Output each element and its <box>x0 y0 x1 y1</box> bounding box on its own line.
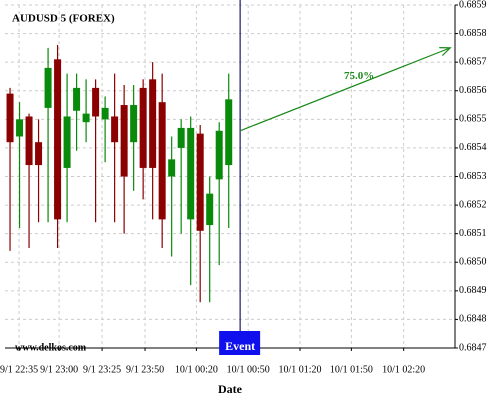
x-tick-label: 10/1 01:20 <box>278 364 321 375</box>
candle-body <box>25 116 33 166</box>
candle <box>196 125 204 303</box>
candle <box>101 96 109 163</box>
x-tick-label: 9/1 23:00 <box>40 364 78 375</box>
candle <box>6 87 14 251</box>
candle <box>92 79 100 223</box>
candle-body <box>73 87 81 111</box>
candle-body <box>149 79 157 168</box>
candle-body <box>63 116 71 168</box>
y-tick-label: 0.6850 <box>459 257 487 268</box>
candle <box>25 113 33 248</box>
candle <box>168 136 176 257</box>
candle <box>111 73 119 223</box>
candle-body <box>158 102 166 220</box>
y-tick-label: 0.6849 <box>459 285 487 296</box>
candle-body <box>35 142 43 166</box>
x-tick-label: 9/1 23:50 <box>126 364 164 375</box>
candle <box>16 102 24 228</box>
x-axis-label: Date <box>218 382 243 396</box>
candle-body <box>44 67 52 108</box>
event-label: Event <box>225 339 255 353</box>
x-tick-label: 10/1 00:50 <box>227 364 270 375</box>
forecast-label: 75.0% <box>344 70 374 82</box>
y-tick-label: 0.6856 <box>459 85 487 96</box>
candle-body <box>225 99 233 166</box>
candle-body <box>187 127 195 220</box>
candle-body <box>139 87 147 168</box>
y-tick-label: 0.6855 <box>459 114 487 125</box>
forecast-arrow <box>239 47 451 132</box>
candle <box>44 47 52 223</box>
candle-body <box>215 130 223 180</box>
candle <box>82 79 90 143</box>
candle-body <box>16 119 24 137</box>
x-tick-label: 10/1 00:20 <box>175 364 218 375</box>
x-tick-label: 9/1 23:25 <box>83 364 121 375</box>
chart-title: AUDUSD 5 (FOREX) <box>12 13 115 25</box>
candle-body <box>92 87 100 117</box>
x-tick-label: 10/1 02:20 <box>382 364 425 375</box>
candle <box>130 85 138 191</box>
y-tick-label: 0.6859 <box>459 0 487 10</box>
candle <box>120 85 128 234</box>
candle <box>35 119 43 223</box>
candle-body <box>196 133 204 231</box>
candle <box>73 73 81 151</box>
candle <box>54 45 62 248</box>
y-tick-label: 0.6858 <box>459 28 487 39</box>
arrow-head <box>439 47 452 57</box>
candle <box>177 119 185 234</box>
candle <box>149 62 157 220</box>
candle <box>63 73 71 223</box>
y-tick-label: 0.6853 <box>459 171 487 182</box>
candle-body <box>101 107 109 120</box>
candle <box>206 176 214 303</box>
candle <box>225 73 233 228</box>
y-tick-label: 0.6848 <box>459 314 487 325</box>
event-box <box>219 331 261 355</box>
candle <box>139 79 147 200</box>
x-tick-label: 10/1 01:50 <box>330 364 373 375</box>
y-tick-label: 0.6847 <box>459 342 487 353</box>
candle-body <box>130 105 138 143</box>
x-tick-label: 9/1 22:35 <box>0 364 38 375</box>
candle-body <box>120 105 128 177</box>
candle-body <box>82 113 90 123</box>
candle-body <box>168 159 176 177</box>
y-tick-label: 0.6857 <box>459 56 487 67</box>
y-tick-label: 0.6854 <box>459 142 487 153</box>
y-tick-label: 0.6852 <box>459 199 487 210</box>
candle <box>158 73 166 248</box>
candle <box>215 122 223 266</box>
candle-body <box>177 127 185 148</box>
y-tick-label: 0.6851 <box>459 228 487 239</box>
candle-body <box>111 116 119 143</box>
candle <box>187 116 195 286</box>
candle-body <box>54 59 62 220</box>
watermark: www.delkos.com <box>15 342 87 353</box>
candle-body <box>206 193 214 226</box>
candle-body <box>6 93 14 143</box>
